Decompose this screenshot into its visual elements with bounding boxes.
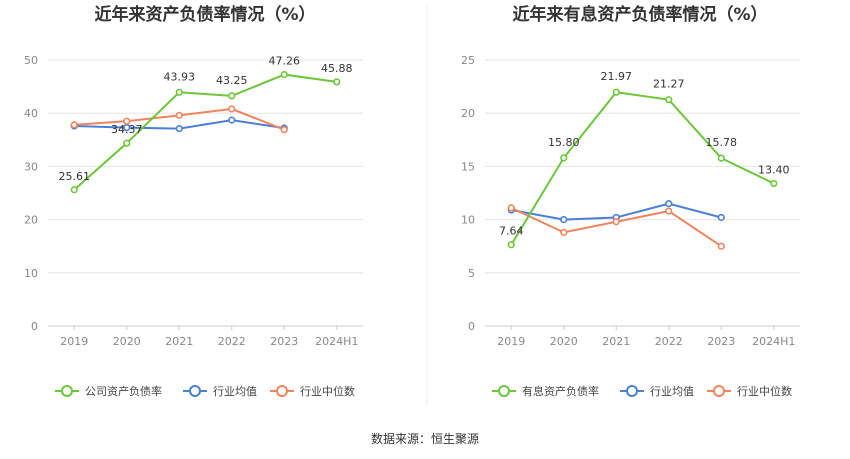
y-tick-label: 40	[24, 107, 38, 120]
data-point	[507, 204, 515, 212]
series-line-3	[510, 206, 722, 248]
x-tick-label: 2022	[655, 335, 683, 348]
legend-marker	[713, 385, 725, 397]
y-tick-label: 25	[461, 54, 475, 67]
data-label: 34.37	[111, 123, 143, 136]
data-point	[717, 242, 725, 250]
data-point	[507, 241, 515, 249]
series-line-1	[73, 73, 337, 191]
data-point	[70, 186, 78, 194]
legend-label: 有息资产负债率	[522, 384, 599, 398]
x-tick-label: 2024H1	[752, 335, 795, 348]
data-point	[612, 218, 620, 226]
legend-marker	[276, 385, 288, 397]
y-tick-label: 10	[24, 267, 38, 280]
chart-title: 近年来资产负债率情况（%）	[94, 4, 315, 25]
x-tick-label: 2021	[602, 335, 630, 348]
y-tick-label: 0	[31, 320, 38, 333]
data-label: 13.40	[758, 163, 790, 176]
data-point	[560, 228, 568, 236]
x-tick-label: 2023	[270, 335, 298, 348]
y-tick-label: 20	[24, 214, 38, 227]
data-point	[175, 88, 183, 96]
data-label: 43.25	[216, 74, 248, 87]
y-tick-label: 30	[24, 160, 38, 173]
data-point	[228, 116, 236, 124]
data-point	[612, 88, 620, 96]
series-line-1	[510, 91, 775, 246]
y-tick-label: 0	[468, 320, 475, 333]
data-point	[123, 117, 131, 125]
legend-marker	[626, 385, 638, 397]
data-label: 21.97	[601, 70, 633, 83]
x-tick-label: 2023	[707, 335, 735, 348]
data-point	[280, 126, 288, 134]
source-note: 数据来源：恒生聚源	[371, 431, 479, 446]
data-point	[333, 78, 341, 86]
legend-label: 行业均值	[213, 385, 257, 398]
x-tick-label: 2020	[550, 335, 578, 348]
data-point	[70, 121, 78, 129]
legend-marker	[498, 385, 510, 397]
x-tick-label: 2019	[497, 335, 525, 348]
x-tick-label: 2022	[218, 335, 246, 348]
data-point	[123, 139, 131, 147]
data-label: 15.80	[548, 136, 580, 149]
chart-title: 近年来有息资产负债率情况（%）	[512, 4, 767, 25]
x-tick-label: 2021	[165, 335, 193, 348]
legend-label: 行业均值	[650, 385, 694, 398]
legend-marker	[61, 385, 73, 397]
data-point	[280, 70, 288, 79]
legend-marker	[189, 385, 201, 397]
y-tick-label: 15	[461, 160, 475, 173]
data-label: 21.27	[653, 78, 685, 91]
data-point	[228, 105, 236, 113]
data-point	[665, 96, 673, 104]
y-tick-label: 5	[468, 267, 475, 280]
data-point	[560, 216, 568, 224]
data-label: 15.78	[706, 136, 738, 149]
x-tick-label: 2024H1	[315, 335, 358, 348]
x-tick-label: 2020	[113, 335, 141, 348]
data-point	[770, 179, 778, 188]
data-label: 7.64	[499, 225, 524, 238]
legend-label: 行业中位数	[737, 384, 792, 398]
data-point	[665, 207, 673, 215]
data-label: 43.93	[164, 70, 196, 83]
chart-panel-2: 近年来有息资产负债率情况（%） 0 5 10 15 20 25 2019 2020 2021 202…	[461, 4, 800, 398]
data-point	[228, 92, 236, 100]
data-point	[560, 154, 568, 162]
legend-label: 公司资产负债率	[85, 384, 162, 398]
data-point	[717, 213, 725, 222]
data-label: 25.61	[59, 170, 91, 183]
data-point	[717, 154, 725, 162]
legend-label: 行业中位数	[300, 384, 355, 398]
y-tick-label: 50	[24, 54, 38, 67]
chart-panel-1: 近年来资产负债率情况（%） 0 10 20 30 40 50 2019 2020 2021 2022…	[24, 4, 363, 398]
y-tick-label: 20	[461, 107, 475, 120]
y-tick-label: 10	[461, 214, 475, 227]
data-point	[175, 111, 183, 119]
data-point	[175, 125, 183, 133]
data-point	[665, 200, 673, 208]
x-tick-label: 2019	[60, 335, 88, 348]
data-label: 47.26	[269, 55, 301, 68]
data-label: 45.88	[321, 62, 353, 75]
